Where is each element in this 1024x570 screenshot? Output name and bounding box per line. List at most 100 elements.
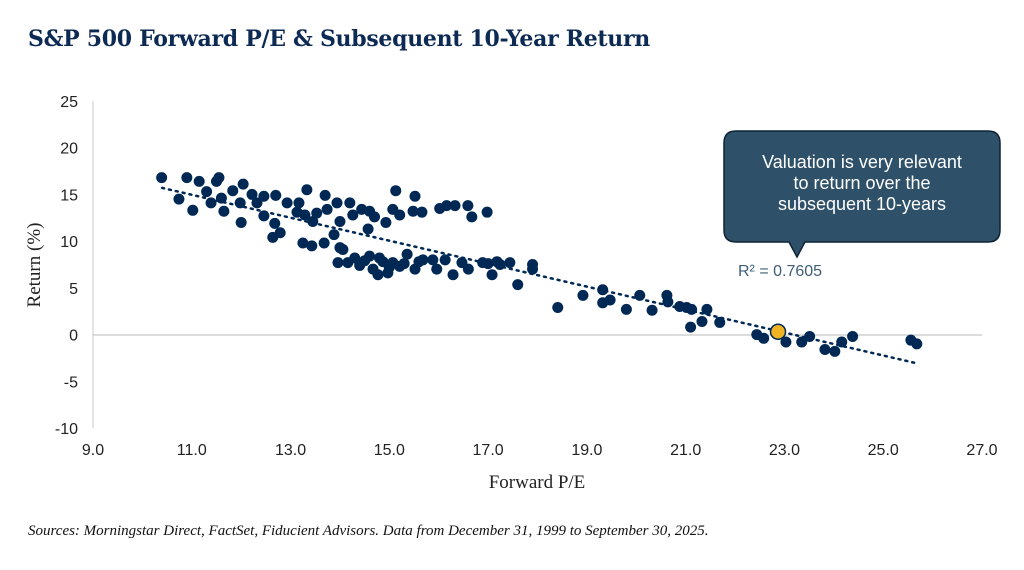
data-point	[205, 197, 217, 209]
data-point	[334, 216, 346, 228]
data-point	[321, 203, 333, 215]
data-point	[696, 315, 708, 327]
x-tick-label: 11.0	[177, 442, 207, 459]
callout-line: subsequent 10-years	[777, 194, 947, 214]
data-point	[362, 223, 374, 235]
x-tick-labels: 9.0 11.0 13.0 15.0 17.0 19.0 21.0 23.0 25.0 27.0	[82, 442, 998, 459]
data-point	[201, 186, 213, 198]
data-point	[331, 197, 343, 209]
data-point	[416, 206, 428, 218]
x-tick-label: 19.0	[571, 442, 602, 459]
data-point	[409, 190, 421, 202]
data-point	[299, 209, 311, 221]
x-tick-label: 21.0	[670, 442, 701, 459]
data-point	[218, 205, 230, 217]
data-point	[258, 190, 270, 202]
data-point	[481, 206, 493, 218]
data-point	[347, 209, 359, 221]
data-point	[269, 217, 281, 229]
data-point	[449, 200, 461, 212]
data-point	[394, 209, 406, 221]
data-point	[301, 184, 313, 196]
y-tick-label: 5	[69, 281, 78, 298]
data-point	[701, 303, 713, 315]
data-point	[819, 344, 831, 356]
data-point	[462, 263, 474, 275]
highlight-point	[769, 323, 787, 341]
data-point	[270, 189, 282, 201]
y-tick-label: -5	[64, 374, 78, 391]
data-point	[398, 258, 410, 270]
data-point	[439, 254, 451, 266]
data-point	[646, 304, 658, 316]
data-point	[307, 216, 319, 228]
data-point	[364, 250, 376, 262]
data-point	[390, 185, 402, 197]
x-tick-label: 17.0	[473, 442, 504, 459]
x-tick-label: 25.0	[868, 442, 899, 459]
data-point	[193, 175, 205, 187]
data-point	[274, 227, 286, 239]
data-point	[318, 237, 330, 249]
data-point	[829, 345, 841, 357]
data-point	[685, 321, 697, 333]
data-point	[417, 254, 429, 266]
data-point	[369, 211, 381, 223]
trendline	[160, 186, 920, 365]
data-point	[758, 332, 770, 344]
x-tick-label: 13.0	[275, 442, 306, 459]
data-point	[281, 197, 293, 209]
callout-box	[723, 130, 1001, 259]
x-tick-label: 15.0	[374, 442, 405, 459]
data-points	[156, 172, 923, 357]
x-tick-label: 23.0	[769, 442, 800, 459]
data-point	[156, 172, 168, 184]
data-point	[427, 254, 439, 266]
chart-title: S&P 500 Forward P/E & Subsequent 10-Year…	[28, 26, 650, 52]
data-point	[527, 263, 539, 275]
data-point	[246, 188, 258, 200]
data-point	[297, 237, 309, 249]
data-point	[237, 178, 249, 190]
y-tick-label: 15	[60, 187, 78, 204]
data-point	[620, 303, 632, 315]
data-point	[344, 197, 356, 209]
data-point	[293, 197, 305, 209]
data-point	[504, 257, 516, 269]
data-point	[380, 216, 392, 228]
data-point	[604, 294, 616, 306]
data-point	[441, 200, 453, 212]
data-point	[552, 301, 564, 313]
y-axis-label: Return (%)	[24, 223, 45, 308]
y-tick-label: -10	[55, 421, 78, 438]
y-tick-label: 25	[60, 94, 78, 111]
data-point	[466, 211, 478, 223]
data-point	[482, 258, 494, 270]
data-point	[662, 296, 674, 308]
data-point	[187, 204, 199, 216]
data-point	[714, 316, 726, 328]
data-point	[372, 269, 384, 281]
data-point	[447, 269, 459, 281]
data-point	[847, 330, 859, 342]
y-tick-labels: 25 20 15 10 5 0 -5 -10	[55, 94, 78, 438]
data-point	[332, 257, 344, 269]
y-tick-label: 0	[69, 328, 78, 345]
data-point	[512, 279, 524, 291]
data-point	[780, 336, 792, 348]
data-point	[796, 336, 808, 348]
callout-text: Valuation is very relevant to return ove…	[724, 152, 1000, 215]
data-point	[227, 185, 239, 197]
data-point	[597, 284, 609, 296]
source-note: Sources: Morningstar Direct, FactSet, Fi…	[28, 523, 709, 539]
data-point	[173, 193, 185, 205]
data-point	[328, 229, 340, 241]
data-point	[407, 205, 419, 217]
data-point	[319, 189, 331, 201]
data-point	[337, 244, 349, 256]
data-point	[431, 263, 443, 275]
data-point	[634, 289, 646, 301]
callout-line: Valuation is very relevant	[762, 152, 962, 172]
r-squared-label: R² = 0.7605	[738, 263, 823, 280]
